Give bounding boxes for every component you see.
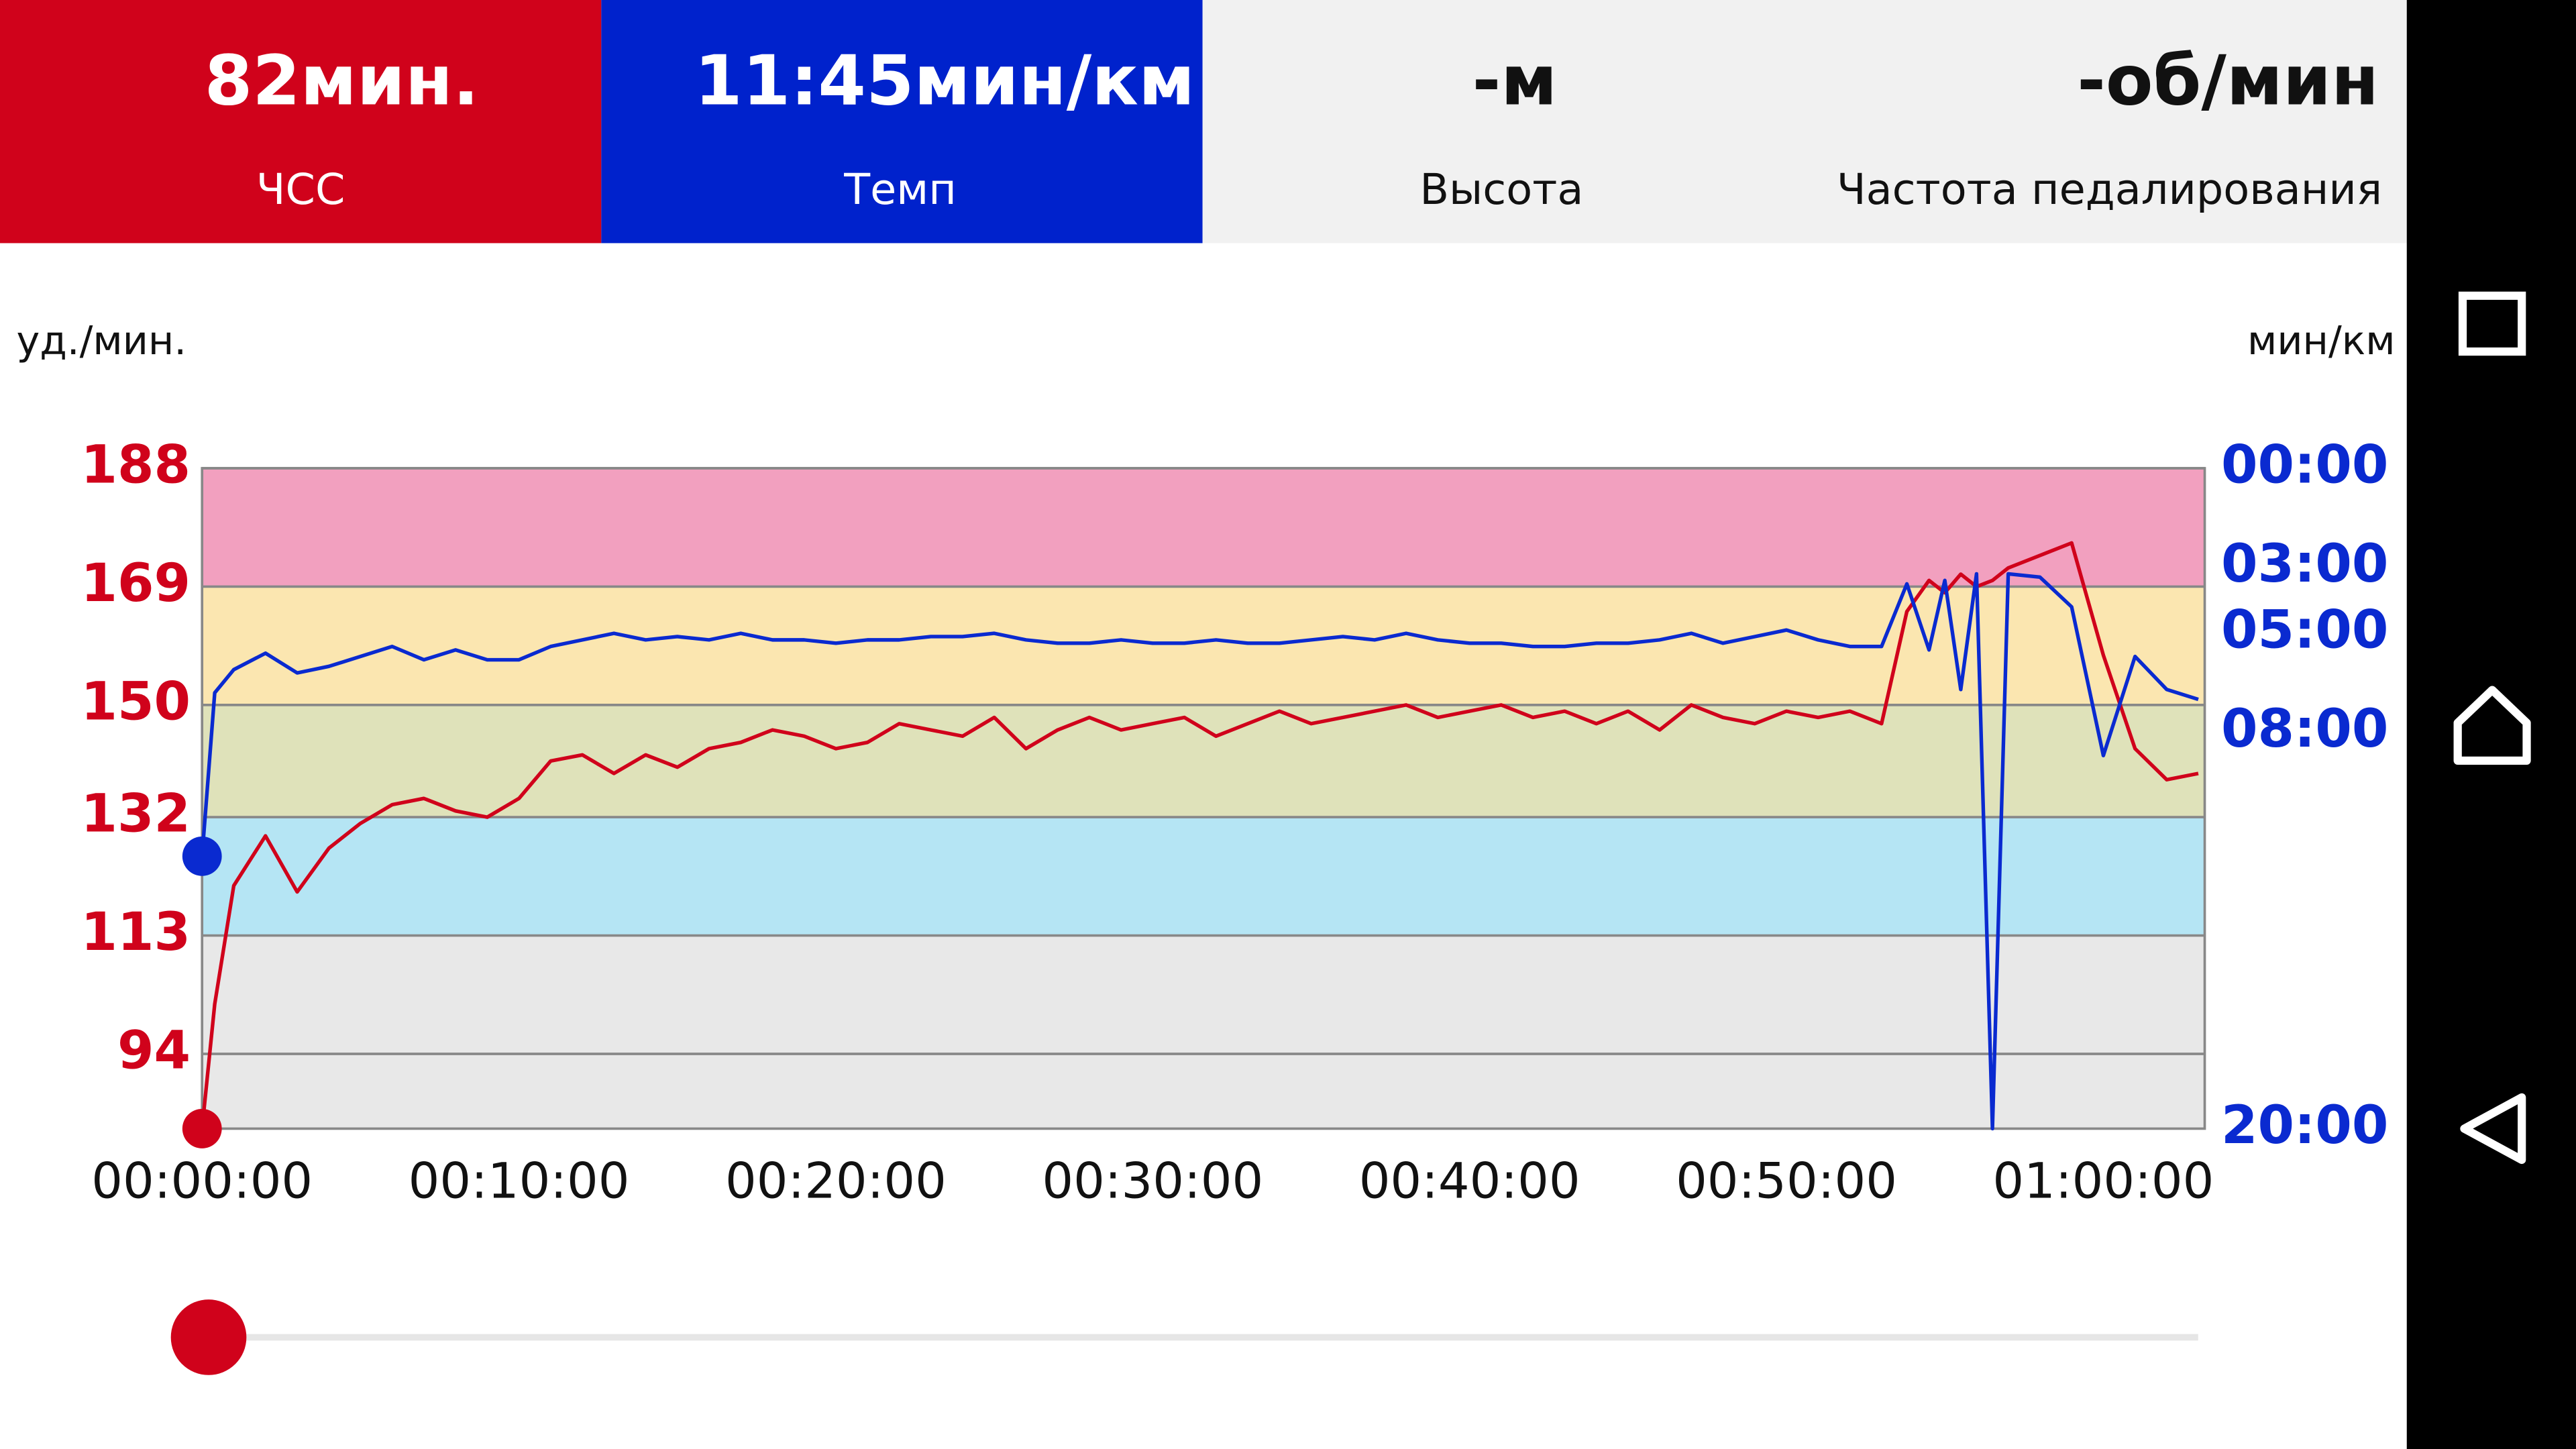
y-axis-label: уд./мин. [16, 317, 186, 364]
hr-zone [202, 468, 2205, 587]
hr-zone [202, 935, 2205, 1129]
y2-tick-label: 08:00 [2221, 698, 2388, 759]
nav-bar [2406, 0, 2576, 1449]
metric-tiles[interactable] [1202, 0, 2407, 244]
y-tick-label: 188 [81, 434, 191, 495]
y-tick-label: 94 [117, 1020, 191, 1081]
tile-label: Частота педалирования [1837, 165, 2382, 215]
hr-zone [202, 586, 2205, 705]
tile-value: -м [1472, 42, 1558, 121]
hr-tile[interactable] [0, 0, 602, 244]
y2-axis-label: мин/км [2247, 317, 2396, 364]
cursor-dot [182, 836, 222, 876]
home-button[interactable] [2453, 686, 2531, 765]
hr-zone [202, 817, 2205, 936]
tile-label: Высота [1419, 165, 1583, 215]
slider-knob[interactable] [170, 1299, 247, 1375]
pace-tile[interactable] [601, 0, 1203, 244]
back-button[interactable] [2460, 1093, 2526, 1165]
tile-label: Темп [843, 165, 957, 215]
x-tick-label: 00:40:00 [1359, 1153, 1580, 1210]
plot-border [201, 467, 2206, 1130]
tile-label: ЧСС [256, 165, 345, 215]
x-tick-label: 00:00:00 [91, 1153, 313, 1210]
x-tick-label: 00:50:00 [1676, 1153, 1897, 1210]
cursor-dot [182, 1109, 222, 1148]
hr-zone [202, 704, 2205, 818]
y-tick-label: 169 [81, 553, 191, 614]
y-tick-label: 132 [81, 784, 191, 845]
tile-value: 82мин. [205, 42, 479, 121]
x-tick-label: 00:30:00 [1042, 1153, 1263, 1210]
recents-button[interactable] [2458, 291, 2526, 356]
tile-value: -об/мин [2077, 42, 2379, 121]
x-tick-label: 00:10:00 [409, 1153, 630, 1210]
y-tick-label: 113 [81, 902, 191, 963]
tile-value: 11:45мин/км [694, 42, 1195, 121]
y2-tick-label: 20:00 [2221, 1095, 2388, 1156]
x-tick-label: 00:20:00 [725, 1153, 947, 1210]
y2-tick-label: 05:00 [2221, 600, 2388, 661]
series-line [200, 572, 2199, 1131]
x-tick-label: 01:00:00 [1992, 1153, 2214, 1210]
series-line [200, 541, 2199, 1129]
y2-tick-label: 00:00 [2221, 434, 2388, 495]
y-tick-label: 150 [81, 671, 191, 732]
y2-tick-label: 03:00 [2221, 533, 2388, 594]
